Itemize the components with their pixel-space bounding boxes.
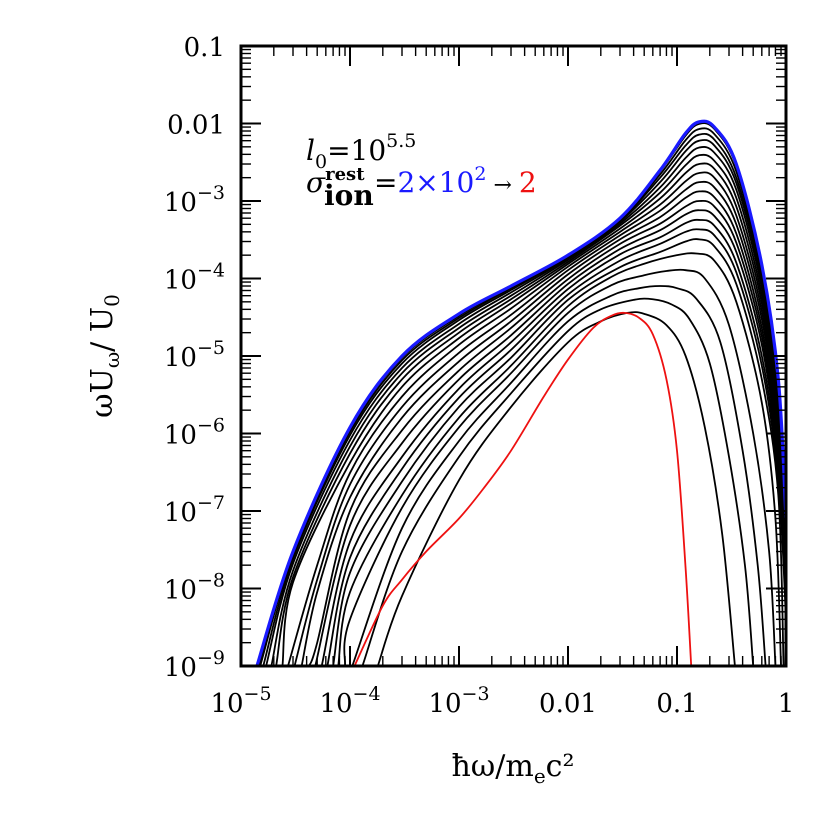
y-tick-label: 10−8 [164, 570, 225, 606]
y-tick-label: 10−9 [164, 647, 225, 683]
series-line-12 [308, 199, 786, 666]
series-line-11 [300, 190, 786, 666]
y-tick-label: 10−7 [164, 492, 225, 528]
series-line-21 [376, 311, 736, 666]
x-tick-label: 10−4 [319, 683, 380, 719]
annotation-line-2-values: =2×102 → 2 [374, 163, 537, 199]
series-line-16 [332, 238, 785, 666]
y-tick-label: 10−3 [164, 182, 225, 218]
series-line-5 [265, 139, 786, 666]
series-line-4 [262, 132, 786, 666]
y-tick-label: 10−6 [164, 415, 225, 451]
series-line-7 [275, 153, 786, 666]
y-tick-label: 0.1 [184, 33, 225, 63]
x-tick-label: 10−5 [210, 683, 271, 719]
annotation-sigma-sub: ion [324, 179, 374, 212]
series-line-9 [287, 171, 786, 666]
annotation-line-2: σrest [306, 164, 365, 199]
y-tick-label: 10−5 [164, 337, 225, 373]
y-tick-label: 10−4 [164, 260, 225, 296]
series-line-14 [320, 218, 786, 666]
series-curves [255, 119, 786, 666]
x-tick-label: 0.1 [656, 689, 697, 719]
tick-labels: 10−5 10−4 10−3 0.01 0.1 10.10.0110−310−410−51… [164, 33, 794, 719]
annotation-line-1: l0=105.5 [306, 130, 416, 173]
series-line-18 [343, 268, 777, 666]
annotation: l0=105.5 σrest ion =2×102 → 2 [306, 130, 537, 212]
series-line-19 [351, 285, 767, 666]
y-tick-label: 0.01 [167, 111, 225, 141]
x-tick-label: 0.01 [539, 689, 597, 719]
series-line-10 [293, 180, 786, 666]
series-line-17 [337, 252, 782, 666]
x-tick-label: 1 [778, 689, 795, 719]
y-axis-label: ωUω/ U0 [85, 294, 124, 418]
series-line-8 [281, 162, 786, 666]
series-line-22 [353, 311, 693, 666]
series-line-13 [314, 209, 786, 666]
plot-frame [239, 44, 788, 668]
x-tick-label: 10−3 [428, 683, 489, 719]
series-line-20 [361, 297, 755, 666]
series-line-6 [270, 146, 786, 666]
series-line-15 [326, 228, 786, 666]
series-line-1 [255, 119, 786, 666]
x-axis-label: ħω/mec² [451, 749, 574, 788]
